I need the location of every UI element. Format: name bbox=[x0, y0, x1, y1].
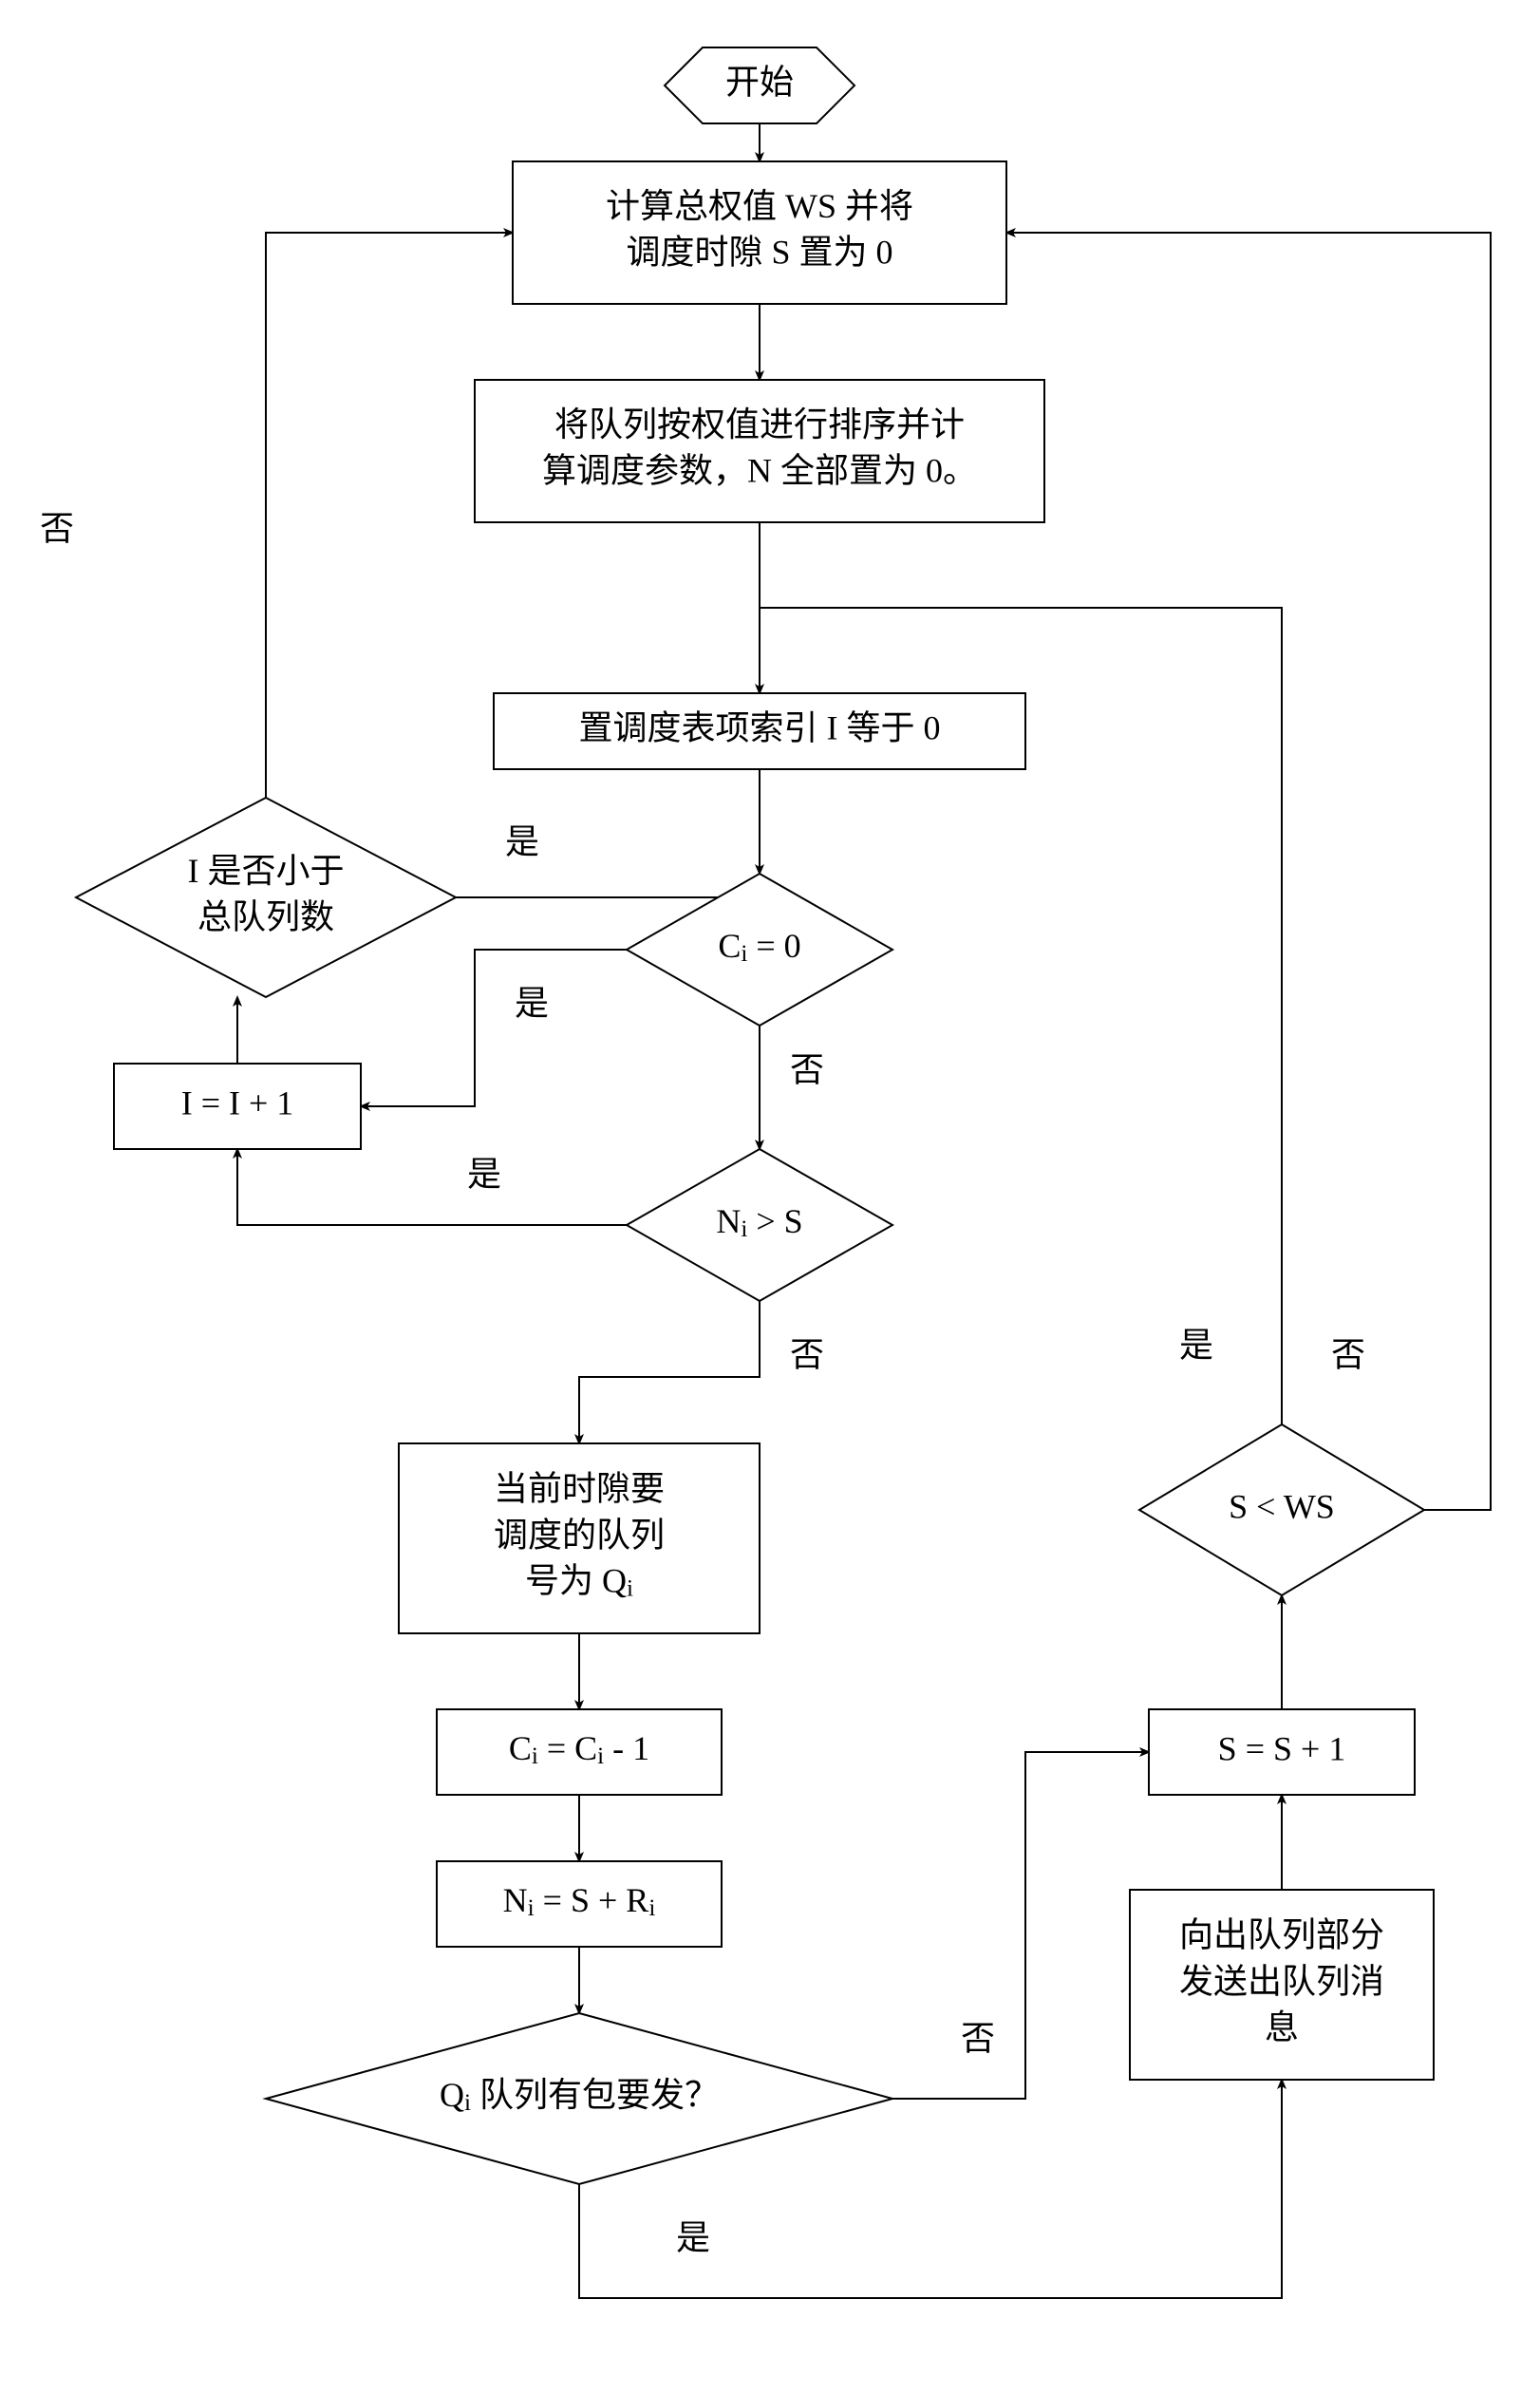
node-i_lt_total-label: I 是否小于 bbox=[188, 852, 345, 890]
node-set_i0-label: 置调度表项索引 I 等于 0 bbox=[579, 708, 941, 746]
node-send_msg-label: 向出队列部分 bbox=[1179, 1916, 1384, 1954]
edge-label: 是 bbox=[515, 984, 549, 1022]
node-qi_has_pkt-label: Qi 队列有包要发？ bbox=[440, 2076, 719, 2116]
flow-edge bbox=[361, 950, 627, 1106]
flow-edge bbox=[1006, 233, 1491, 1510]
flow-edge bbox=[892, 1752, 1149, 2099]
flow-edge bbox=[579, 1301, 760, 1443]
edge-label: 否 bbox=[1331, 1335, 1365, 1373]
node-ni_set-label: Ni = S + Ri bbox=[503, 1881, 656, 1921]
flowchart-canvas: 是否是否是否否是是否开始计算总权值 WS 并将调度时隙 S 置为 0将队列按权值… bbox=[0, 0, 1540, 2394]
edge-label: 是 bbox=[467, 1155, 501, 1193]
node-s_lt_ws-label: S < WS bbox=[1229, 1487, 1335, 1525]
node-ni_gt_s-label: Ni > S bbox=[716, 1202, 802, 1242]
node-send_msg-label: 息 bbox=[1265, 2008, 1299, 2046]
node-sort-label: 将队列按权值进行排序并计 bbox=[554, 405, 965, 443]
node-send_msg-label: 发送出队列消 bbox=[1179, 1962, 1384, 2000]
edge-label: 否 bbox=[40, 509, 74, 547]
flow-edge bbox=[237, 1149, 627, 1225]
edge-label: 否 bbox=[790, 1335, 824, 1373]
node-queue_qi-label: 号为 Qi bbox=[525, 1562, 633, 1602]
edge-label: 否 bbox=[961, 2019, 995, 2057]
node-ci_dec-label: Ci = Ci - 1 bbox=[509, 1729, 649, 1769]
node-calc_ws-label: 调度时隙 S 置为 0 bbox=[626, 234, 892, 272]
node-i_inc-label: I = I + 1 bbox=[181, 1084, 294, 1122]
node-i_lt_total-label: 总队列数 bbox=[197, 898, 334, 936]
node-sort-label: 算调度参数，N 全部置为 0。 bbox=[542, 452, 977, 490]
edge-label: 是 bbox=[1179, 1326, 1213, 1364]
edge-label: 是 bbox=[505, 822, 539, 860]
node-calc_ws-label: 计算总权值 WS 并将 bbox=[606, 187, 913, 225]
edge-label: 否 bbox=[790, 1050, 824, 1088]
node-s_inc-label: S = S + 1 bbox=[1218, 1729, 1346, 1767]
node-start-label: 开始 bbox=[725, 63, 794, 101]
node-ci_eq_0-label: Ci = 0 bbox=[718, 927, 800, 967]
node-queue_qi-label: 当前时隙要 bbox=[494, 1470, 665, 1508]
node-queue_qi-label: 调度的队列 bbox=[494, 1516, 665, 1554]
edge-label: 是 bbox=[676, 2218, 710, 2256]
